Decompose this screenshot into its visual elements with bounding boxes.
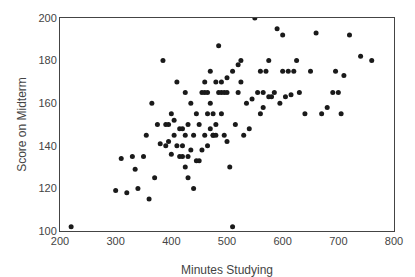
svg-text:500: 500 [218, 235, 236, 247]
svg-text:160: 160 [38, 97, 56, 109]
svg-text:700: 700 [329, 235, 347, 247]
svg-text:140: 140 [38, 140, 56, 152]
svg-text:Score on Midterm: Score on Midterm [15, 77, 29, 172]
svg-text:180: 180 [38, 54, 56, 66]
svg-text:800: 800 [385, 235, 403, 247]
svg-text:100: 100 [38, 225, 56, 237]
svg-text:600: 600 [273, 235, 291, 247]
svg-text:120: 120 [38, 182, 56, 194]
svg-text:400: 400 [162, 235, 180, 247]
svg-text:200: 200 [51, 235, 69, 247]
svg-text:Minutes Studying: Minutes Studying [181, 263, 273, 277]
svg-text:200: 200 [38, 12, 56, 24]
svg-text:300: 300 [106, 235, 124, 247]
